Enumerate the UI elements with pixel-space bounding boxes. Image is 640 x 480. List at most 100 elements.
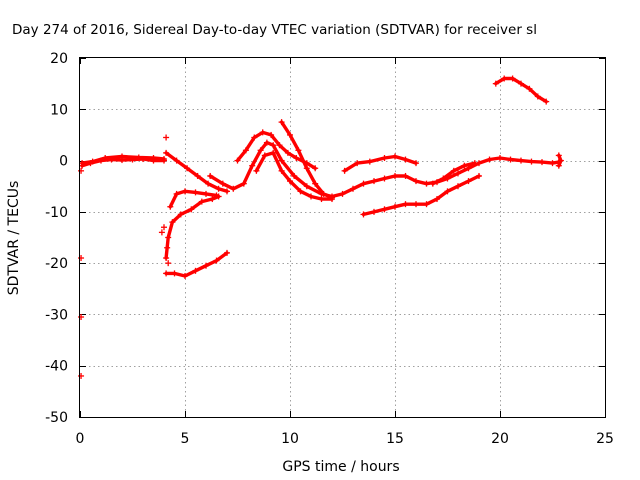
data-series (253, 149, 335, 203)
data-point (381, 155, 388, 162)
data-point (263, 139, 270, 146)
data-series (167, 188, 220, 210)
data-point (476, 172, 482, 179)
data-point (276, 142, 283, 149)
data-point (207, 172, 214, 179)
y-tick-labels: -50 -40 -30 -20 -10 0 10 20 (45, 51, 68, 426)
data-point (171, 270, 178, 277)
data-point (219, 180, 226, 187)
data-point (192, 267, 199, 274)
grid (80, 58, 605, 417)
data-point (270, 142, 277, 149)
tick-marks (80, 58, 606, 418)
data-point (555, 152, 562, 159)
data-point (526, 85, 533, 92)
data-series (163, 249, 230, 279)
data-point (413, 160, 419, 167)
data-point (161, 224, 167, 231)
data-point (177, 211, 184, 218)
data-point (78, 372, 85, 379)
data-point (165, 260, 172, 267)
data-point (360, 180, 367, 187)
data-point (486, 156, 493, 163)
data-series (492, 75, 550, 105)
data-point (392, 153, 398, 160)
data-point (450, 167, 457, 174)
y-tick-label: -40 (45, 359, 68, 375)
data-point (381, 206, 388, 213)
data-point (295, 147, 302, 154)
data-point (312, 165, 319, 172)
y-tick-label: -10 (45, 205, 68, 221)
series-line (164, 194, 221, 260)
y-tick-label: 20 (50, 51, 68, 67)
data-series (207, 139, 562, 200)
plot-frame (79, 57, 606, 418)
data-point (507, 156, 514, 163)
data-point (251, 134, 258, 141)
data-point (102, 155, 109, 162)
data-point (402, 156, 409, 163)
data-point (354, 160, 361, 167)
y-tick-label: -20 (45, 256, 68, 272)
data-point (492, 80, 499, 87)
data-series (163, 193, 222, 262)
data-point (163, 134, 170, 141)
data-point (253, 167, 260, 174)
data-point (501, 75, 508, 82)
data-point (455, 170, 461, 177)
data-point (163, 270, 170, 277)
data-point (257, 147, 264, 154)
data-point (182, 188, 188, 195)
data-series (163, 149, 230, 195)
data-point (455, 183, 461, 190)
data-point (371, 178, 377, 185)
data-point (268, 131, 275, 138)
x-tick-labels: 0 5 10 15 20 25 (76, 431, 614, 447)
data-point (509, 75, 516, 82)
data-point (543, 98, 550, 105)
data-point (203, 190, 209, 197)
x-axis-label: GPS time / hours (282, 459, 399, 475)
data-point (78, 167, 85, 174)
data-point (203, 262, 209, 269)
data-point (360, 211, 367, 218)
data-point (287, 131, 293, 138)
data-point (240, 180, 247, 187)
data-point (534, 93, 541, 100)
data-series (341, 153, 419, 174)
data-point (291, 172, 298, 179)
data-point (79, 160, 86, 167)
series-line (164, 151, 229, 193)
data-point (167, 203, 174, 210)
data-point (173, 190, 180, 197)
data-point (78, 255, 85, 262)
data-point (434, 196, 440, 203)
data-point (465, 178, 472, 185)
data-point (261, 152, 268, 159)
x-tick-label: 25 (596, 431, 614, 447)
data-point (270, 149, 277, 156)
data-point (402, 172, 409, 179)
data-point (182, 272, 188, 279)
data-point (471, 160, 478, 167)
data-point (169, 219, 176, 226)
data-point (555, 162, 562, 169)
data-point (320, 190, 327, 197)
y-tick-label: -30 (45, 307, 68, 323)
data-point (163, 255, 170, 262)
data-point (392, 172, 398, 179)
data-point (539, 159, 545, 166)
series-line (164, 251, 229, 278)
data-point (173, 157, 180, 164)
x-tick-label: 0 (76, 431, 85, 447)
data-point (518, 157, 524, 164)
data-point (158, 229, 165, 236)
data-point (192, 189, 199, 196)
data-point (119, 153, 125, 160)
data-point (303, 183, 310, 190)
data-point (402, 201, 409, 208)
data-series (429, 160, 478, 187)
data-point (339, 190, 346, 197)
x-tick-label: 10 (281, 431, 299, 447)
